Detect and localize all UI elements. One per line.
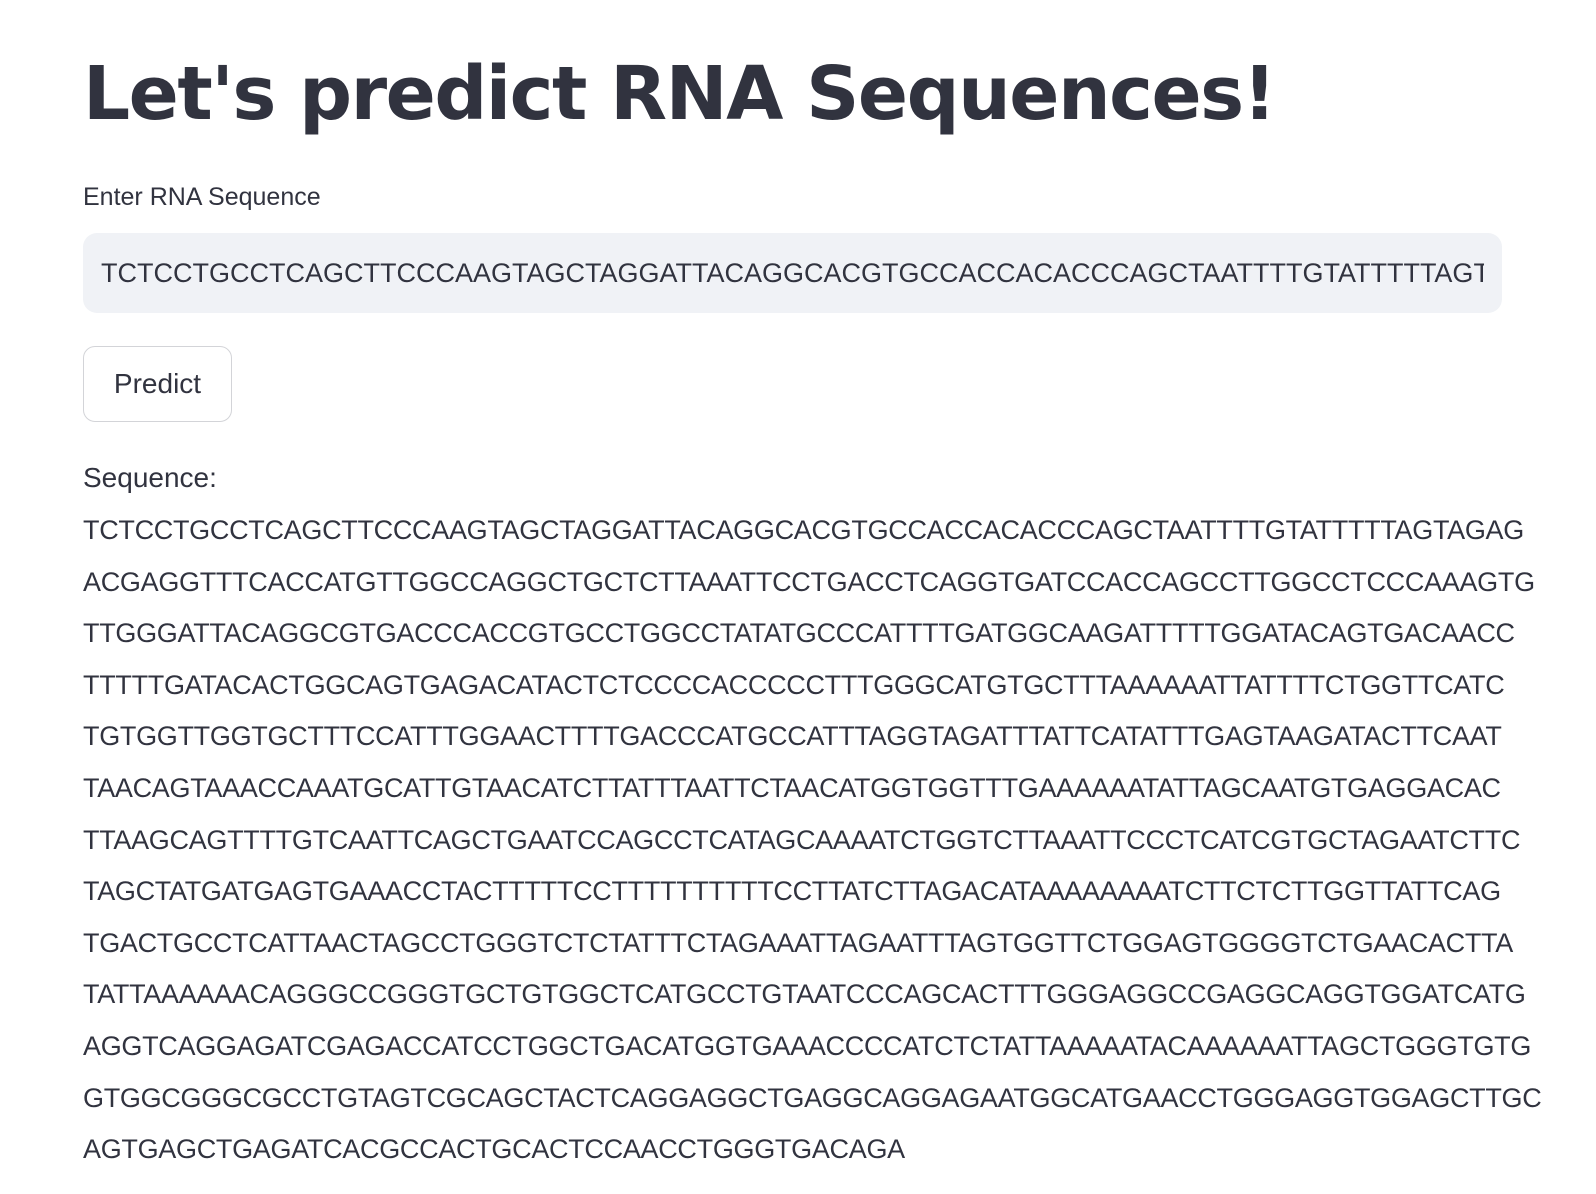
sequence-line: TAGCTATGATGAGTGAAACCTACTTTTTCCTTTTTTTTTT… bbox=[83, 876, 1501, 907]
sequence-line: AGTGAGCTGAGATCACGCCACTGCACTCCAACCTGGGTGA… bbox=[83, 1134, 905, 1165]
sequence-line: TCTCCTGCCTCAGCTTCCCAAGTAGCTAGGATTACAGGCA… bbox=[83, 515, 1524, 545]
sequence-line: GTGGCGGGCGCCTGTAGTCGCAGCTACTCAGGAGGCTGAG… bbox=[83, 1082, 1542, 1113]
sequence-line: TGACTGCCTCATTAACTAGCCTGGGTCTCTATTTCTAGAA… bbox=[83, 927, 1513, 958]
page-title: Let's predict RNA Sequences! bbox=[83, 51, 1276, 137]
sequence-line: TGTGGTTGGTGCTTTCCATTTGGAACTTTTGACCCATGCC… bbox=[83, 721, 1502, 752]
sequence-line: TATTAAAAAACAGGGCCGGGTGCTGTGGCTCATGCCTGTA… bbox=[83, 979, 1526, 1010]
prediction-output: Sequence: TCTCCTGCCTCAGCTTCCCAAGTAGCTAGG… bbox=[83, 458, 1542, 1176]
sequence-output-label: Sequence: bbox=[83, 462, 217, 493]
sequence-output-lines: TCTCCTGCCTCAGCTTCCCAAGTAGCTAGGATTACAGGCA… bbox=[83, 505, 1542, 1176]
sequence-line: TTTTTGATACACTGGCAGTGAGACATACTCTCCCCACCCC… bbox=[83, 669, 1505, 700]
sequence-line: TTAAGCAGTTTTGTCAATTCAGCTGAATCCAGCCTCATAG… bbox=[83, 824, 1521, 855]
sequence-line: TAACAGTAAACCAAATGCATTGTAACATCTTATTTAATTC… bbox=[83, 772, 1501, 803]
sequence-line: AGGTCAGGAGATCGAGACCATCCTGGCTGACATGGTGAAA… bbox=[83, 1030, 1532, 1061]
rna-sequence-input[interactable] bbox=[83, 233, 1502, 313]
sequence-line: ACGAGGTTTCACCATGTTGGCCAGGCTGCTCTTAAATTCC… bbox=[83, 566, 1535, 597]
sequence-line: TTGGGATTACAGGCGTGACCCACCGTGCCTGGCCTATATG… bbox=[83, 618, 1515, 649]
rna-sequence-input-container bbox=[83, 233, 1502, 313]
predict-button[interactable]: Predict bbox=[83, 346, 232, 422]
rna-sequence-label: Enter RNA Sequence bbox=[83, 183, 321, 211]
